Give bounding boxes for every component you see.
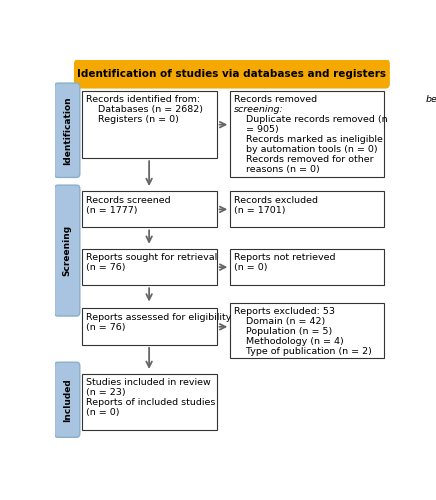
Text: (n = 76): (n = 76) (85, 323, 125, 332)
FancyBboxPatch shape (75, 60, 389, 88)
FancyBboxPatch shape (82, 248, 217, 285)
FancyBboxPatch shape (82, 91, 217, 158)
Text: Identification of studies via databases and registers: Identification of studies via databases … (78, 69, 386, 79)
Text: by automation tools (n = 0): by automation tools (n = 0) (234, 146, 378, 154)
FancyBboxPatch shape (230, 302, 384, 358)
Text: (n = 1777): (n = 1777) (85, 206, 137, 214)
Text: Type of publication (n = 2): Type of publication (n = 2) (234, 347, 372, 356)
Text: Reports not retrieved: Reports not retrieved (234, 254, 336, 262)
FancyBboxPatch shape (230, 191, 384, 228)
Text: Registers (n = 0): Registers (n = 0) (85, 116, 178, 124)
FancyBboxPatch shape (54, 362, 80, 438)
Text: Duplicate records removed (n: Duplicate records removed (n (234, 116, 388, 124)
Text: screening:: screening: (234, 106, 284, 114)
Text: (n = 0): (n = 0) (85, 408, 119, 418)
Text: Records marked as ineligible: Records marked as ineligible (234, 136, 383, 144)
FancyBboxPatch shape (82, 308, 217, 345)
FancyBboxPatch shape (54, 83, 80, 178)
Text: (n = 76): (n = 76) (85, 264, 125, 272)
Text: Reports assessed for eligibility: Reports assessed for eligibility (85, 313, 231, 322)
Text: (n = 0): (n = 0) (234, 264, 268, 272)
Text: reasons (n = 0): reasons (n = 0) (234, 166, 320, 174)
Text: Reports sought for retrieval: Reports sought for retrieval (85, 254, 217, 262)
Text: before: before (426, 96, 436, 104)
FancyBboxPatch shape (230, 91, 384, 178)
Text: Records excluded: Records excluded (234, 196, 318, 204)
FancyBboxPatch shape (82, 374, 217, 430)
Text: Identification: Identification (63, 96, 72, 164)
Text: Records screened: Records screened (85, 196, 170, 204)
Text: (n = 23): (n = 23) (85, 388, 125, 398)
Text: Records removed for other: Records removed for other (234, 156, 374, 164)
Text: Databases (n = 2682): Databases (n = 2682) (85, 106, 203, 114)
Text: Reports of included studies: Reports of included studies (85, 398, 215, 407)
Text: (n = 1701): (n = 1701) (234, 206, 286, 214)
Text: Records identified from:: Records identified from: (85, 96, 200, 104)
Text: Domain (n = 42): Domain (n = 42) (234, 317, 326, 326)
FancyBboxPatch shape (230, 248, 384, 285)
Text: Studies included in review: Studies included in review (85, 378, 210, 388)
Text: = 905): = 905) (234, 126, 279, 134)
Text: Methodology (n = 4): Methodology (n = 4) (234, 337, 344, 346)
FancyBboxPatch shape (82, 191, 217, 228)
Text: Screening: Screening (63, 225, 72, 276)
FancyBboxPatch shape (54, 185, 80, 316)
Text: Records removed: Records removed (234, 96, 320, 104)
Text: Population (n = 5): Population (n = 5) (234, 327, 333, 336)
Text: Reports excluded: 53: Reports excluded: 53 (234, 307, 335, 316)
Text: Included: Included (63, 378, 72, 422)
